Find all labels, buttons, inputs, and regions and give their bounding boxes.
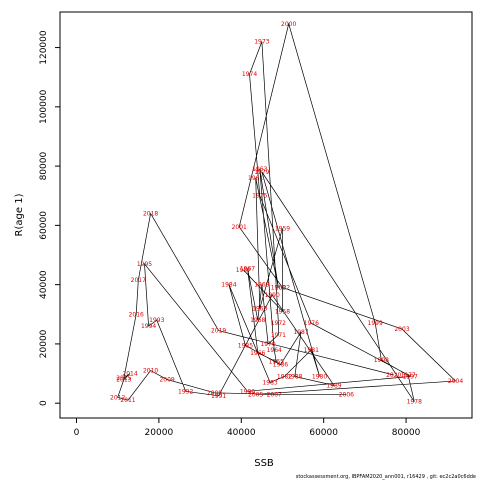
axes: 0 20000 40000 60000 80000 0 20000 40000 60000 800…: [39, 11, 473, 438]
year-label: 2006: [339, 391, 354, 398]
year-label: 2015: [116, 375, 131, 382]
year-label: 2007: [267, 391, 282, 398]
year-label: 1970: [260, 341, 275, 348]
year-label: 1967: [240, 265, 255, 272]
y-tick-label: 20000: [39, 329, 49, 358]
year-label: 1968: [250, 317, 265, 324]
x-tick-label: 60000: [309, 428, 338, 438]
year-label: 1991: [211, 393, 226, 400]
year-label: 1963: [252, 166, 267, 173]
y-tick-label: 100000: [39, 89, 49, 124]
trajectory-path: [117, 22, 457, 402]
year-label: 2012: [110, 394, 125, 401]
x-tick-label: 20000: [145, 428, 174, 438]
year-label: 2011: [120, 397, 135, 404]
year-label: 1978: [407, 399, 422, 406]
year-label: 1999: [368, 320, 383, 327]
year-label: 1982: [277, 374, 292, 381]
year-label: 1977: [400, 372, 415, 379]
year-label: 1998: [374, 357, 389, 364]
x-tick-label: 80000: [392, 428, 421, 438]
year-label: 1961: [248, 175, 263, 182]
year-label: 1975: [252, 193, 267, 200]
year-label: 1958: [275, 308, 290, 315]
year-label: 1995: [137, 261, 152, 268]
year-label: 1985: [238, 342, 253, 349]
plot-frame: [59, 11, 473, 419]
year-label: 1964: [267, 347, 282, 354]
year-label: 2018: [143, 211, 158, 218]
year-label: 1974: [242, 71, 257, 78]
year-label: 1981: [304, 347, 319, 354]
year-label: 1957: [236, 267, 251, 274]
year-label: 2008: [207, 390, 222, 397]
year-label: 1997: [403, 374, 418, 381]
year-label: 1986: [273, 362, 288, 369]
year-label: 2001: [232, 224, 247, 231]
year-label: 2014: [122, 371, 137, 378]
footer-note: stockassessment.org, IBPFAM2020_ann001, …: [296, 474, 476, 480]
trajectory-line: [117, 22, 457, 402]
year-label: 2016: [129, 311, 144, 318]
year-label: 2009: [159, 376, 174, 383]
year-label: 1990: [265, 292, 280, 299]
year-label: 1965: [269, 359, 284, 366]
year-label: 1973: [254, 39, 269, 46]
y-tick-label: 40000: [39, 270, 49, 299]
year-label: 1971: [271, 332, 286, 339]
year-label: 2004: [448, 378, 463, 385]
year-label: 1966: [250, 350, 265, 357]
x-tick-label: 40000: [227, 428, 256, 438]
year-label: 2000: [281, 21, 296, 28]
year-label: 2010: [143, 368, 158, 375]
year-labels: 1957 1958 1959 1960 1961 1962 1963 1964 1965 1966…: [110, 21, 463, 406]
year-label: 1972: [271, 320, 286, 327]
year-label: 1989: [326, 382, 341, 389]
year-label: 2002: [275, 285, 290, 292]
year-label: 2019: [211, 328, 226, 335]
year-label: 1960: [252, 305, 267, 312]
y-tick-label: 60000: [39, 211, 49, 240]
year-label: 1992: [178, 388, 193, 395]
year-label: 1994: [141, 323, 156, 330]
year-label: 2020: [386, 372, 401, 379]
year-label: 1987: [293, 329, 308, 336]
year-label: 1969: [254, 282, 269, 289]
year-label: 1988: [287, 374, 302, 381]
year-label: 2013: [116, 376, 131, 383]
y-tick-label: 0: [39, 400, 49, 406]
year-label: 1984: [221, 282, 236, 289]
year-label: 1996: [240, 388, 255, 395]
year-label: 1959: [275, 225, 290, 232]
x-axis-label: SSB: [254, 458, 274, 469]
year-label: 2017: [131, 277, 146, 284]
x-tick-label: 0: [74, 428, 80, 438]
y-axis-label: R(age 1): [14, 193, 25, 236]
year-label: 1962: [271, 285, 286, 292]
year-label: 1976: [304, 320, 319, 327]
year-label: 2005: [248, 391, 263, 398]
year-label: 1993: [149, 317, 164, 324]
year-label: 2003: [394, 326, 409, 333]
y-tick-label: 120000: [39, 30, 49, 65]
year-label: 1983: [262, 379, 277, 386]
year-label: 1979: [254, 169, 269, 176]
year-label: 1980: [312, 374, 327, 381]
y-tick-label: 80000: [39, 152, 49, 181]
